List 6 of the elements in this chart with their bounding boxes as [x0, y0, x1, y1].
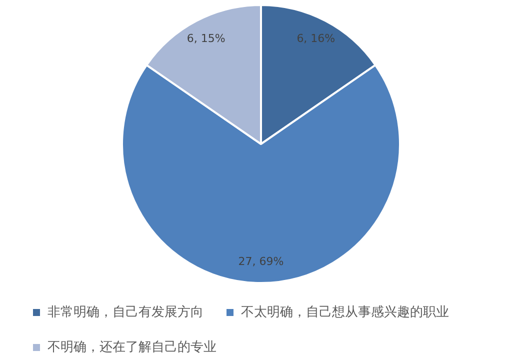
legend-label: 非常明确，自己有发展方向: [48, 304, 204, 320]
data-label: 6, 15%: [186, 32, 226, 46]
data-label: 6, 16%: [296, 32, 336, 46]
legend-label: 不太明确，自己想从事感兴趣的职业: [241, 304, 449, 320]
data-label: 27, 69%: [238, 255, 284, 268]
legend-label: 不明确，还在了解自己的专业: [48, 340, 216, 355]
